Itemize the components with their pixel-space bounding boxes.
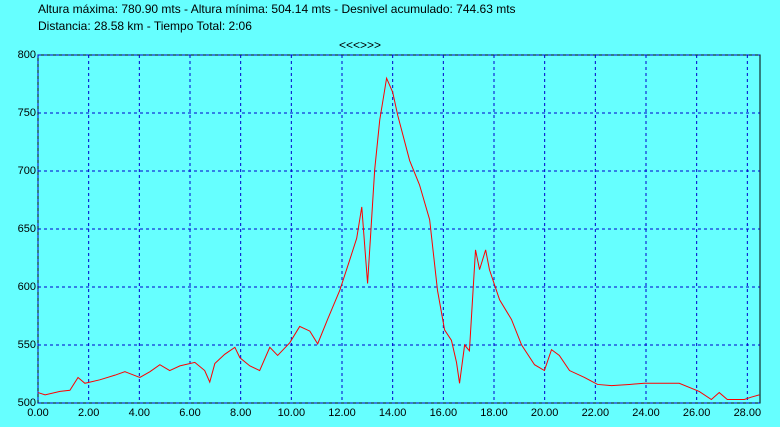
x-tick-label: 20.00 [531,407,559,419]
x-tick-label: 22.00 [582,407,610,419]
chart-title: Altura máxima: 780.90 mts - Altura mínim… [38,2,516,16]
navigation[interactable]: <<<>>> [339,38,381,52]
y-tick-label: 500 [18,397,36,409]
x-tick-label: 6.00 [179,407,200,419]
y-tick-label: 600 [18,281,36,293]
x-tick-label: 8.00 [230,407,251,419]
y-tick-label: 750 [18,107,36,119]
x-tick-label: 24.00 [632,407,660,419]
x-tick-label: 12.00 [328,407,356,419]
x-tick-label: 4.00 [129,407,150,419]
elevation-line [37,76,760,401]
y-tick-label: 550 [18,339,36,351]
y-tick-label: 700 [18,165,36,177]
x-tick-label: 2.00 [78,407,99,419]
x-tick-label: 26.00 [683,407,711,419]
y-tick-label: 650 [18,223,36,235]
x-tick-label: 10.00 [278,407,306,419]
x-tick-label: 18.00 [480,407,508,419]
chart-subtitle: Distancia: 28.58 km - Tiempo Total: 2:06 [38,19,252,33]
x-tick-label: 28.00 [734,407,762,419]
x-tick-label: 0.00 [27,407,48,419]
x-tick-label: 14.00 [379,407,407,419]
y-tick-label: 800 [18,49,36,61]
x-tick-label: 16.00 [430,407,458,419]
